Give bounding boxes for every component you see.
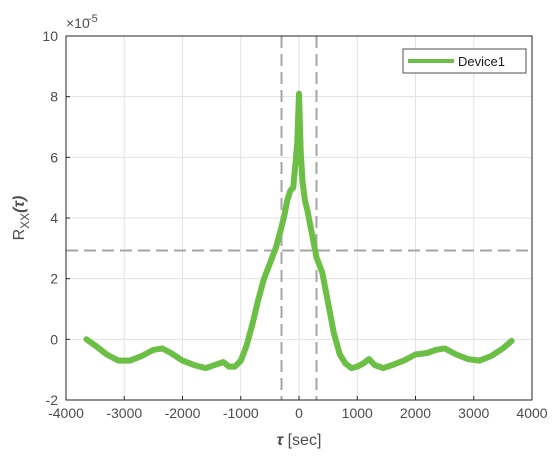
legend-label: Device1 [458,54,505,69]
x-tick-label: 4000 [516,405,547,421]
series-group [83,90,515,372]
exponent-base: ×10 [66,15,90,31]
x-tick-label: 1000 [342,405,373,421]
x-tick-label: -2000 [165,405,201,421]
tick-labels: -4000 -3000 -2000 -1000 0 1000 2000 3000 4000 -2 0… [42,28,547,421]
y-tick-label: 0 [50,331,58,347]
x-tick-label: 2000 [400,405,431,421]
y-tick-label: 4 [50,210,58,226]
y-tick-label: -2 [46,392,59,408]
y-tick-label: 10 [42,28,58,44]
x-tick-label: -4000 [48,405,84,421]
x-axis-label: τ [sec] [277,432,322,449]
legend: Device1 [402,48,527,74]
series-line-device1 [83,90,515,372]
y-tick-label: 6 [50,149,58,165]
exponent-power: -5 [88,13,98,25]
y-axis-label: RXX(τ) [11,196,32,241]
y-tick-label: 2 [50,271,58,287]
y-tick-label: 8 [50,89,58,105]
x-tick-label: -1000 [223,405,259,421]
x-tick-label: 0 [295,405,303,421]
x-tick-label: 3000 [458,405,489,421]
exponent-label: ×10 -5 [66,13,98,31]
x-tick-label: -3000 [106,405,142,421]
